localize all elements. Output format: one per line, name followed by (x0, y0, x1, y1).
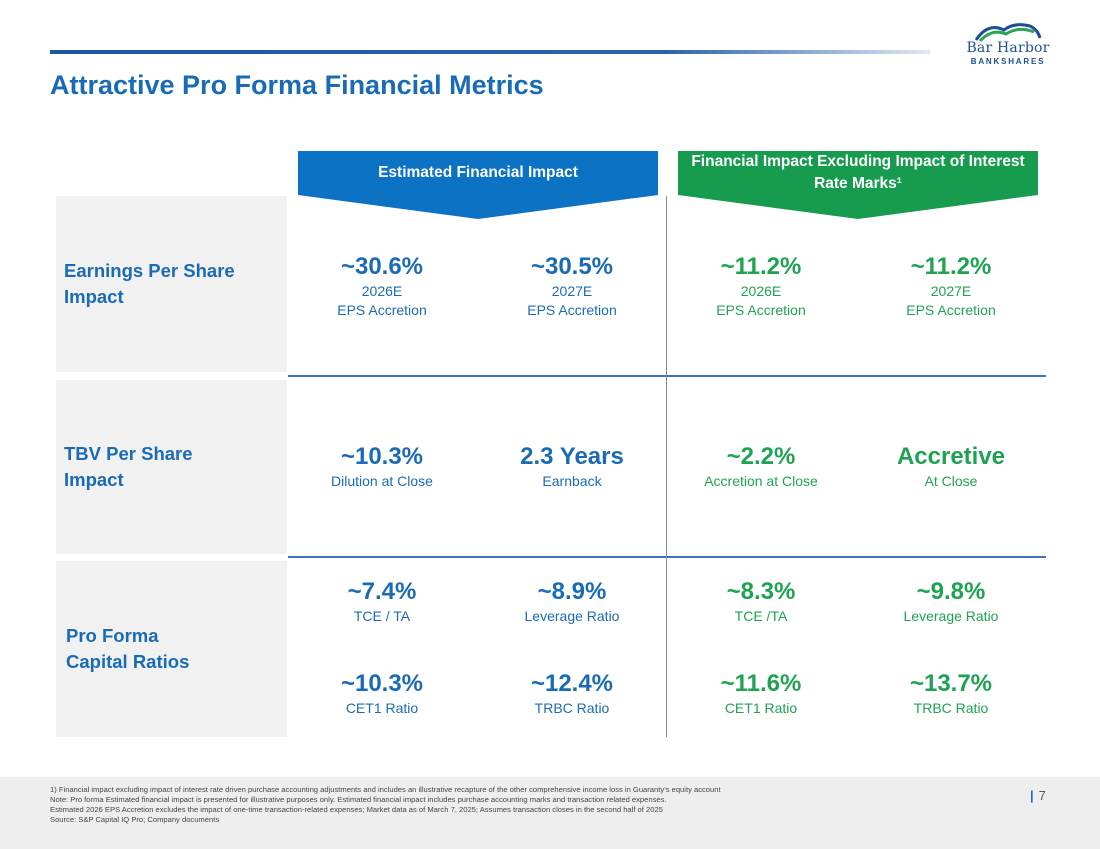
metric-value: ~30.5% (530, 253, 614, 280)
metric-sub: CET1 Ratio (345, 700, 419, 716)
estimated-impact-label: Estimated Financial Impact (378, 164, 578, 181)
metric-cet1: ~10.3% CET1 Ratio (287, 670, 477, 718)
company-logo: Bar Harbor BANKSHARES (958, 20, 1058, 70)
page-number-value: 7 (1038, 788, 1046, 803)
metric-sub: EPS Accretion (716, 302, 806, 318)
footer-band (0, 777, 1100, 849)
page-bar-icon: | (1030, 788, 1034, 803)
metric-value: ~11.6% (720, 670, 802, 697)
row-divider-2 (288, 556, 1046, 558)
metric-sub: Earnback (542, 473, 602, 489)
row-label-tbv: TBV Per Share Impact (56, 380, 287, 554)
metric-eps-2027e: ~30.5% 2027E EPS Accretion (477, 253, 667, 320)
metric-tbv-accretive: Accretive At Close (856, 443, 1046, 491)
metric-trbc: ~12.4% TRBC Ratio (477, 670, 667, 718)
page-title: Attractive Pro Forma Financial Metrics (50, 70, 544, 100)
page-number: | 7 (1030, 788, 1046, 803)
metric-value: ~8.9% (537, 578, 607, 605)
column-divider (666, 196, 667, 737)
metric-tbv-dilution: ~10.3% Dilution at Close (287, 443, 477, 491)
metric-tbv-earnback: 2.3 Years Earnback (477, 443, 667, 491)
row-label-capital-text: Pro Forma Capital Ratios (66, 625, 190, 672)
metric-value: ~13.7% (909, 670, 993, 697)
metric-eps-2026e: ~30.6% 2026E EPS Accretion (287, 253, 477, 320)
row-label-capital: Pro Forma Capital Ratios (56, 561, 287, 737)
metric-leverage-excl: ~9.8% Leverage Ratio (856, 578, 1046, 626)
metric-value: ~11.2% (720, 253, 802, 280)
metric-value: Accretive (896, 443, 1006, 470)
metric-sub: TRBC Ratio (913, 700, 989, 716)
metric-sub: At Close (924, 473, 978, 489)
metric-sub: 2027E (551, 283, 593, 299)
footnotes: 1) Financial impact excluding impact of … (50, 785, 950, 825)
metric-eps-2026e-excl: ~11.2% 2026E EPS Accretion (666, 253, 856, 320)
metric-value: ~10.3% (340, 443, 424, 470)
header-rule (50, 50, 930, 54)
logo-line2: BANKSHARES (970, 57, 1046, 66)
metric-sub: 2027E (930, 283, 972, 299)
estimated-impact-banner: Estimated Financial Impact (298, 151, 658, 220)
metric-tce-ta-excl: ~8.3% TCE /TA (666, 578, 856, 626)
metric-sub: EPS Accretion (337, 302, 427, 318)
excluding-impact-banner: Financial Impact Excluding Impact of Int… (678, 151, 1038, 220)
metric-sub: EPS Accretion (527, 302, 617, 318)
row-divider-1 (288, 375, 1046, 377)
metric-tce-ta: ~7.4% TCE / TA (287, 578, 477, 626)
metric-tbv-accretion: ~2.2% Accretion at Close (666, 443, 856, 491)
metric-value: ~8.3% (726, 578, 796, 605)
metric-sub: 2026E (740, 283, 782, 299)
metric-value: ~9.8% (916, 578, 986, 605)
footnote-source: Source: S&P Capital IQ Pro; Company docu… (50, 815, 220, 824)
metric-sub: TRBC Ratio (534, 700, 610, 716)
metric-sub: 2026E (361, 283, 403, 299)
metric-value: ~11.2% (910, 253, 992, 280)
metric-value: ~30.6% (340, 253, 424, 280)
metric-sub: Leverage Ratio (903, 608, 999, 624)
footnote-note: Note: Pro forma Estimated financial impa… (50, 795, 667, 804)
banner-blue-shape (298, 151, 658, 219)
excluding-impact-label: Financial Impact Excluding Impact of Int… (691, 153, 1025, 192)
logo-line1: Bar Harbor (966, 40, 1050, 56)
row-label-eps-text: Earnings Per Share Impact (64, 260, 235, 307)
footnote-1: 1) Financial impact excluding impact of … (50, 785, 721, 794)
metric-sub: Dilution at Close (331, 473, 433, 489)
banner-green-shape (678, 151, 1038, 219)
metric-value: ~12.4% (530, 670, 614, 697)
metric-value: ~10.3% (340, 670, 424, 697)
row-label-tbv-text: TBV Per Share Impact (64, 443, 193, 490)
metric-value: ~7.4% (347, 578, 417, 605)
metric-sub: TCE /TA (734, 608, 788, 624)
metric-sub: TCE / TA (353, 608, 411, 624)
row-label-eps: Earnings Per Share Impact (56, 196, 287, 372)
metric-sub: CET1 Ratio (724, 700, 798, 716)
metric-sub: Leverage Ratio (524, 608, 620, 624)
metric-value: ~2.2% (726, 443, 796, 470)
metric-sub: Accretion at Close (704, 473, 818, 489)
hills-icon (974, 23, 1042, 42)
metric-sub: EPS Accretion (906, 302, 996, 318)
metric-leverage: ~8.9% Leverage Ratio (477, 578, 667, 626)
metric-eps-2027e-excl: ~11.2% 2027E EPS Accretion (856, 253, 1046, 320)
metric-trbc-excl: ~13.7% TRBC Ratio (856, 670, 1046, 718)
footnote-estimated: Estimated 2026 EPS Accretion excludes th… (50, 805, 663, 814)
metric-cet1-excl: ~11.6% CET1 Ratio (666, 670, 856, 718)
metric-value: 2.3 Years (520, 443, 624, 470)
